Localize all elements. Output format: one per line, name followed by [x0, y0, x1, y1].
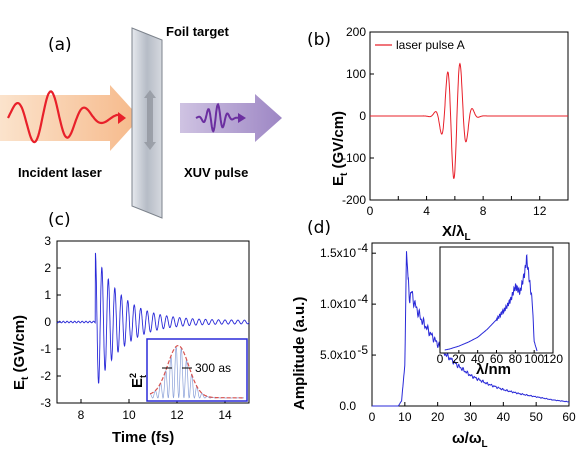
panel-d-inset-xtick-label: 120 [543, 352, 563, 366]
panel-c-ytick-label: 2 [44, 261, 51, 275]
panel-c-xtick-label: 10 [122, 408, 136, 422]
xuv-wave-arrowhead [238, 113, 246, 123]
panel-d-label: (d) [307, 218, 331, 238]
panel-c-ytick-label: 3 [44, 234, 51, 248]
panel-d-xtick-label: 20 [431, 410, 445, 424]
panel-b-xlabel: X/λL [442, 223, 471, 243]
panel-d-ytick-label: 0.0 [339, 399, 356, 413]
panel-d-ticks: 0 10 20 30 40 50 600.05.0x10 -51.0x10 -41.5x10 -4 [320, 241, 576, 424]
panel-b-legend-text: laser pulse A [396, 38, 465, 52]
panel-d: (d) 0 10 20 30 40 50 600.05.0x10 -51.0x10 -41.5x… [291, 218, 576, 450]
panel-b-xtick-label: 4 [423, 204, 430, 218]
panel-b-ticks: 0 4 8 12 -200 -100 0 100 200 [342, 25, 547, 218]
panel-d-inset-xtick-label: 40 [471, 352, 485, 366]
panel-d-xtick-label: 10 [398, 410, 412, 424]
panel-c-inset-ylabel: E2t [128, 373, 148, 388]
panel-d-xlabel: ω/ωL [452, 430, 488, 450]
panel-b-ytick-label: -100 [342, 151, 366, 165]
panel-c-ylabel: Et (GV/cm) [11, 315, 31, 390]
xuv-pulse-wave [195, 102, 240, 133]
panel-d-inset-xtick-label: 80 [509, 352, 523, 366]
panel-d-ytick-label: 5.0x10 [320, 348, 356, 362]
panel-d-ylabel: Amplitude (a.u.) [291, 297, 308, 410]
panel-d-ytick-exponent: -4 [357, 292, 368, 306]
panel-b-label: (b) [307, 30, 331, 50]
panel-c-ytick-label: -2 [40, 369, 51, 383]
panel-d-inset-xtick-label: 100 [524, 352, 544, 366]
panel-d-xtick-label: 50 [529, 410, 543, 424]
panel-c-inset-frame [146, 338, 248, 402]
panel-d-xtick-label: 30 [464, 410, 478, 424]
panel-d-inset-xtick-label: 0 [437, 352, 444, 366]
panel-c-xtick-label: 14 [218, 408, 232, 422]
panel-d-inset-xlabel: λ/nm [476, 361, 511, 378]
panel-c-series-line [56, 252, 250, 384]
panel-c-xtick-label: 12 [170, 408, 184, 422]
panel-b-xtick-label: 12 [533, 204, 547, 218]
panel-a-label: (a) [48, 35, 72, 55]
panel-d-inset-xtick-label: 20 [452, 352, 466, 366]
panel-b-xtick-label: 0 [367, 204, 374, 218]
panel-b-ylabel: Et (GV/cm) [330, 111, 350, 186]
panel-c-ytick-label: 1 [44, 288, 51, 302]
panel-d-xtick-label: 60 [562, 410, 576, 424]
panel-d-ytick-label: 1.5x10 [320, 246, 356, 260]
panel-b: (b) 0 4 8 12 -200 -100 0 100 200 laser pulse A E… [307, 25, 569, 243]
incident-laser-wave [7, 90, 119, 144]
panel-d-series-line [372, 251, 570, 407]
panel-d-ytick-label: 1.0x10 [320, 297, 356, 311]
foil-motion-arrow [144, 90, 156, 150]
panel-b-ytick-label: 100 [346, 67, 366, 81]
panel-c-xlabel: Time (fs) [112, 429, 174, 446]
panel-d-ytick-exponent: -4 [357, 241, 368, 255]
panel-c-inset-envelope [149, 345, 244, 399]
panel-b-ytick-label: 0 [359, 109, 366, 123]
foil-target-label: Foil target [166, 24, 230, 39]
incident-laser-label: Incident laser [18, 165, 102, 180]
panel-b-ytick-label: -200 [342, 193, 366, 207]
incident-wave-arrowhead [118, 112, 126, 124]
panel-d-inset-series-line [444, 253, 538, 352]
panel-b-ytick-label: 200 [346, 25, 366, 39]
xuv-pulse-label: XUV pulse [184, 165, 248, 180]
panel-c-ytick-label: 0 [44, 315, 51, 329]
panel-c-ytick-label: -1 [40, 342, 51, 356]
panel-c-label: (c) [48, 210, 71, 230]
panel-b-xtick-label: 8 [480, 204, 487, 218]
panel-a: (a) Foil target Incident laser XUV pulse [0, 24, 282, 219]
inset-annotation: 300 as [195, 361, 231, 375]
panel-d-ytick-exponent: -5 [357, 343, 368, 357]
panel-d-inset-xtick-label: 60 [490, 352, 504, 366]
panel-c-ytick-label: -3 [40, 396, 51, 410]
panel-d-xtick-label: 40 [497, 410, 511, 424]
panel-c-xtick-label: 8 [78, 408, 85, 422]
panel-d-xtick-label: 0 [369, 410, 376, 424]
panel-b-series-line [370, 62, 568, 180]
panel-d-inset-frame [439, 246, 554, 354]
incident-laser-arrow [0, 85, 140, 151]
